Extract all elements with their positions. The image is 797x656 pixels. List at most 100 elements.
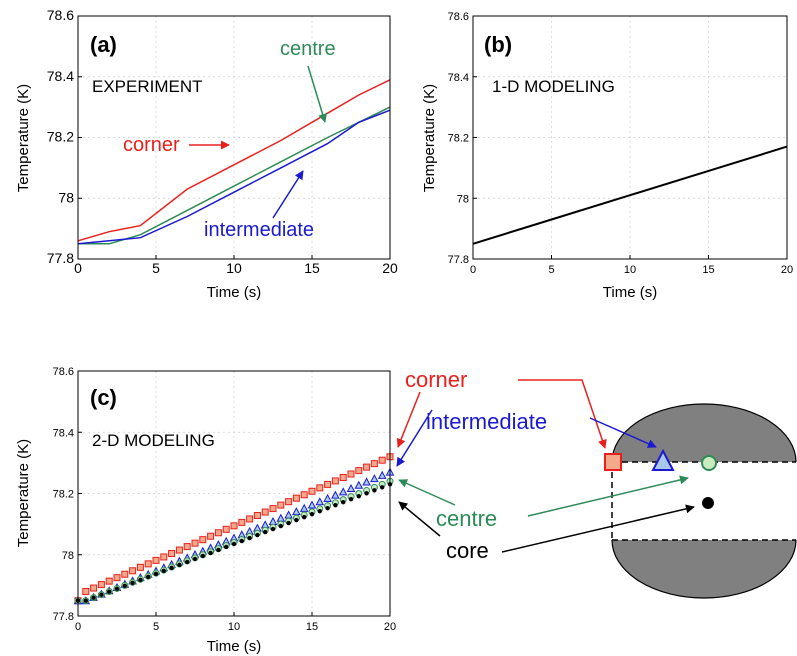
panel-a-ticks: 0 5 10 15 20 77.8 78 78.2 78.4 78.6 <box>47 7 398 276</box>
core-point <box>224 544 229 550</box>
core-point <box>83 598 89 603</box>
x-tick-label: 0 <box>74 260 82 276</box>
corner-point <box>175 546 183 554</box>
y-tick-label: 78.2 <box>47 129 74 145</box>
cross-section-outline <box>611 403 797 599</box>
corner-point <box>277 501 285 509</box>
cross-section-bottom-cap <box>612 540 796 598</box>
panel-c-xlabel: Time (s) <box>207 638 261 655</box>
corner-point <box>183 543 191 551</box>
panel-a-arrow-intermediate <box>272 170 304 219</box>
corner-point <box>113 574 121 582</box>
core-point <box>356 494 361 499</box>
core-point <box>341 500 346 505</box>
corner-point <box>347 470 355 478</box>
core-point <box>309 511 315 517</box>
series-line-model <box>472 145 788 245</box>
intermediate-point <box>276 513 286 522</box>
panel-a-label-corner: corner <box>123 134 180 156</box>
core-point <box>130 580 135 585</box>
x-tick-label: 5 <box>152 260 160 276</box>
intermediate-triangle-marker <box>651 448 675 471</box>
x-tick-label: 15 <box>306 621 318 633</box>
x-tick-label: 10 <box>226 260 242 276</box>
panel-b: 0 5 10 15 20 77.8 78 78.2 78.4 78.6 (b) 1-D MODEL… <box>421 11 793 301</box>
core-point <box>200 553 205 559</box>
core-point <box>263 529 268 535</box>
corner-point <box>238 518 246 526</box>
core-point <box>153 571 159 577</box>
intermediate-point <box>354 480 364 489</box>
intermediate-point <box>338 487 348 496</box>
arrow-centre-to-plot <box>398 479 456 506</box>
corner-point <box>97 581 105 589</box>
core-point <box>239 538 244 544</box>
corner-point <box>82 588 90 595</box>
core-point <box>231 541 237 547</box>
y-tick-label: 77.8 <box>448 254 469 266</box>
label-corner: corner <box>405 367 467 392</box>
core-point <box>270 526 276 532</box>
core-point <box>122 583 128 588</box>
panel-b-grid <box>472 15 788 260</box>
panel-b-ylabel: Temperature (K) <box>421 84 438 192</box>
y-tick-label: 78.6 <box>448 11 469 23</box>
corner-point <box>207 532 215 540</box>
corner-point <box>121 570 129 578</box>
label-centre: centre <box>436 506 497 531</box>
intermediate-point <box>268 516 278 526</box>
y-tick-label: 78 <box>58 189 74 205</box>
arrow-core-to-plot <box>398 501 441 537</box>
y-tick-label: 78.4 <box>448 72 469 84</box>
corner-point <box>199 536 207 544</box>
core-point <box>107 589 112 594</box>
panel-a-ylabel: Temperature (K) <box>15 84 32 192</box>
panel-a-label: (a) <box>90 32 117 57</box>
panel-c-ticks: 0 5 10 15 20 77.8 78 78.2 78.4 78.6 <box>53 366 397 633</box>
panel-b-xlabel: Time (s) <box>603 284 657 301</box>
corner-point <box>168 549 176 557</box>
x-tick-label: 5 <box>153 621 159 633</box>
corner-point <box>300 491 308 499</box>
corner-point <box>370 460 378 468</box>
cross-section-top-cap <box>612 404 796 462</box>
label-core: core <box>446 538 489 563</box>
core-point <box>278 523 283 529</box>
corner-point <box>230 522 238 530</box>
label-intermediate: intermediate <box>426 409 547 434</box>
intermediate-point <box>346 483 356 493</box>
panel-b-label: (b) <box>484 32 512 57</box>
corner-point <box>292 494 300 502</box>
x-tick-label: 0 <box>75 621 81 633</box>
corner-point <box>144 560 152 568</box>
corner-point <box>339 473 347 481</box>
corner-point <box>246 515 254 523</box>
intermediate-point <box>370 474 379 483</box>
panel-b-ticks: 0 5 10 15 20 77.8 78 78.2 78.4 78.6 <box>448 11 794 276</box>
panel-a-label-centre: centre <box>280 38 336 60</box>
arrow-core-to-diagram <box>501 504 695 553</box>
series-line-centre <box>78 106 391 245</box>
core-point <box>114 586 120 591</box>
core-point <box>177 562 182 568</box>
y-tick-label: 78.6 <box>53 366 74 378</box>
panel-a: 0 5 10 15 20 77.8 78 78.2 78.4 78.6 (a) EXPERIMEN… <box>15 7 398 301</box>
corner-point <box>285 498 293 506</box>
panel-c-ylabel: Temperature (K) <box>15 439 32 547</box>
x-tick-label: 20 <box>382 260 398 276</box>
core-point <box>208 550 213 556</box>
corner-square-marker <box>604 453 622 471</box>
panel-b-series <box>472 145 788 245</box>
core-point <box>192 556 198 562</box>
core-point <box>138 577 143 582</box>
panel-c-series <box>73 453 395 605</box>
y-tick-label: 78.2 <box>53 489 74 501</box>
corner-point <box>90 584 98 592</box>
corner-point <box>253 511 261 519</box>
panel-a-series <box>77 79 391 245</box>
corner-point <box>261 508 269 516</box>
core-point <box>333 503 338 508</box>
y-tick-label: 78.4 <box>47 68 74 84</box>
corner-point <box>316 484 324 492</box>
core-point <box>185 559 190 565</box>
